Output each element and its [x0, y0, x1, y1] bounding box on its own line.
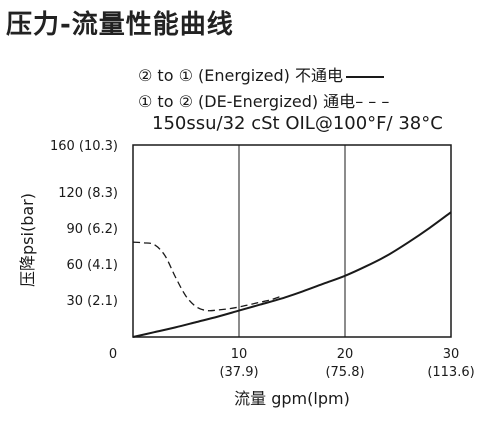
- legend-dashed-swatch: – – –: [355, 92, 390, 111]
- page-title: 压力-流量性能曲线: [6, 10, 234, 40]
- oil-condition: 150ssu/32 cSt OIL@100°F/ 38°C: [152, 113, 443, 134]
- y-tick-label: 160 (10.3): [50, 139, 118, 154]
- plot-frame: [132, 144, 452, 338]
- x-tick-sublabel: (75.8): [325, 365, 364, 380]
- y-tick-label: 30 (2.1): [67, 294, 119, 309]
- y-axis-title: 压降psi(bar): [18, 193, 37, 287]
- y-tick-label: 60 (4.1): [67, 258, 119, 273]
- y-tick-label: 120 (8.3): [58, 186, 118, 201]
- x-tick-sublabel: (113.6): [427, 365, 474, 380]
- legend-dashed: ① to ② (DE-Energized) 通电– – –: [138, 88, 389, 112]
- x-tick-label: 20: [337, 347, 354, 362]
- x-tick-label: 30: [443, 347, 460, 362]
- x-tick-label: 0: [109, 347, 117, 362]
- x-tick-label: 10: [231, 347, 248, 362]
- legend-solid: ② to ① (Energized) 不通电: [138, 62, 385, 86]
- y-tick-label: 90 (6.2): [67, 222, 119, 237]
- solid-line-swatch: [345, 75, 384, 78]
- x-axis-title: 流量 gpm(lpm): [234, 389, 350, 408]
- x-tick-sublabel: (37.9): [219, 365, 258, 380]
- series-energized-line: [132, 211, 452, 338]
- series-deenergized-line: [132, 241, 282, 312]
- legend-solid-label: ② to ① (Energized) 不通电: [138, 66, 343, 85]
- legend-dashed-label: ① to ② (DE-Energized) 通电: [138, 92, 356, 111]
